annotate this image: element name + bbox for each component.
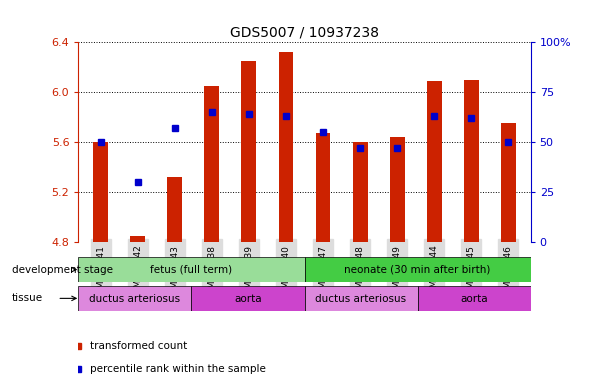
- Text: fetus (full term): fetus (full term): [150, 265, 233, 275]
- Text: aorta: aorta: [460, 293, 488, 304]
- Text: ductus arteriosus: ductus arteriosus: [89, 293, 180, 304]
- Bar: [168, 177, 182, 242]
- Bar: [315, 133, 330, 242]
- Bar: [464, 80, 479, 242]
- Text: tissue: tissue: [12, 293, 43, 303]
- Text: aorta: aorta: [234, 293, 262, 304]
- Text: transformed count: transformed count: [90, 341, 187, 351]
- FancyBboxPatch shape: [417, 286, 531, 311]
- Bar: [501, 123, 516, 242]
- Title: GDS5007 / 10937238: GDS5007 / 10937238: [230, 26, 379, 40]
- FancyBboxPatch shape: [78, 286, 192, 311]
- Bar: [353, 142, 368, 242]
- Text: neonate (30 min after birth): neonate (30 min after birth): [344, 265, 491, 275]
- FancyBboxPatch shape: [305, 286, 417, 311]
- Text: percentile rank within the sample: percentile rank within the sample: [90, 364, 265, 374]
- Text: ductus arteriosus: ductus arteriosus: [315, 293, 406, 304]
- Bar: [390, 137, 405, 242]
- Bar: [279, 52, 294, 242]
- Bar: [130, 236, 145, 242]
- FancyBboxPatch shape: [78, 257, 305, 282]
- Bar: [241, 61, 256, 242]
- FancyBboxPatch shape: [305, 257, 531, 282]
- Bar: [93, 142, 108, 242]
- FancyBboxPatch shape: [192, 286, 305, 311]
- Bar: [204, 86, 219, 242]
- Bar: [427, 81, 441, 242]
- Text: development stage: development stage: [12, 265, 113, 275]
